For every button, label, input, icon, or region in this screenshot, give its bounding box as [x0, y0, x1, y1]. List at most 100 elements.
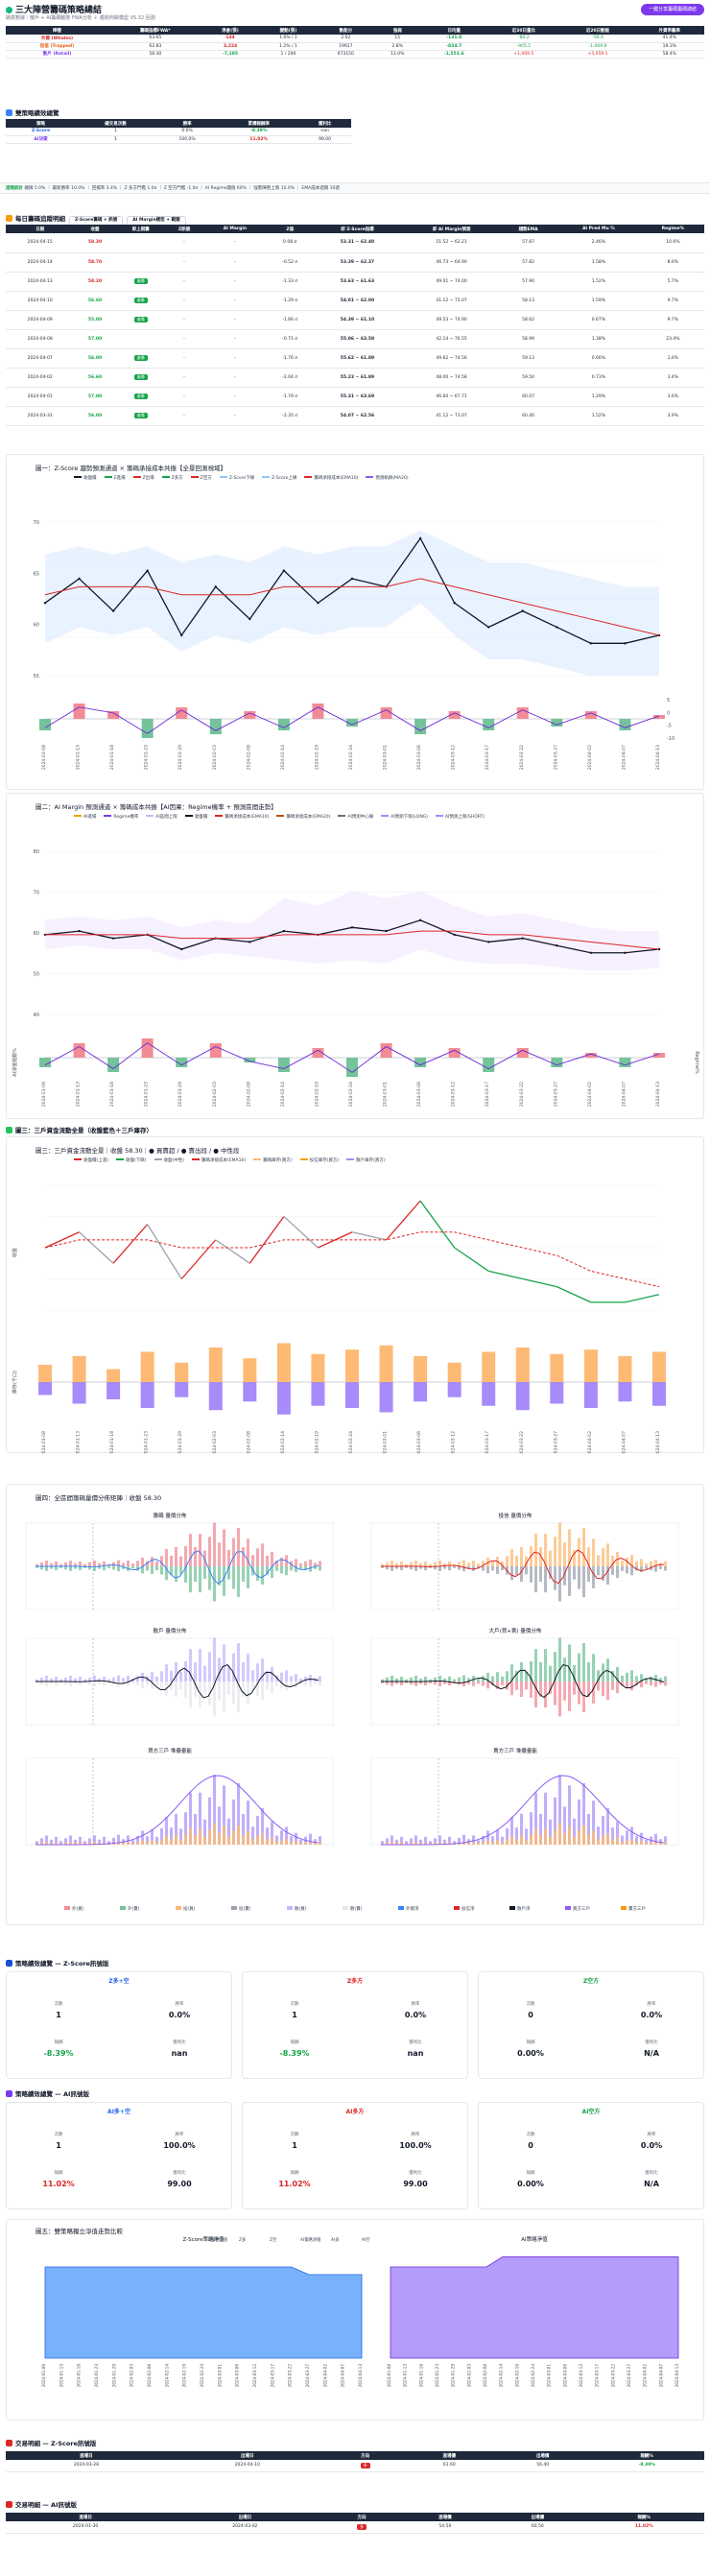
- chart5-xtick: 2024-01-23: [94, 2364, 99, 2388]
- summary-header-8: 近20日動能: [560, 26, 635, 35]
- chart2-xtick: 2024-02-19: [314, 1082, 320, 1107]
- chart4-panel-title: 買方三戶 堆疊量能: [148, 1747, 192, 1754]
- chart4-bar: [55, 1561, 58, 1566]
- chart4-bar: [386, 1842, 389, 1845]
- daily-cell-3: -: [165, 368, 203, 388]
- chart1-legend-item: Z多方: [161, 475, 183, 481]
- chart4-net-line: [35, 1775, 320, 1846]
- chart4-bar: [103, 1566, 106, 1571]
- chart4-bar: [155, 1836, 158, 1845]
- chart4-bar: [50, 1566, 53, 1569]
- chart4-bar: [424, 1842, 427, 1845]
- trades-ai-header-2: 方向: [324, 2513, 399, 2521]
- chart4-bar: [544, 1534, 547, 1566]
- chart5-xtick: 2024-01-08: [41, 2364, 46, 2388]
- daily-row: 2024-04-10 56.60 進場 - - -1.29 σ 54.01 ~ 62.00 4…: [6, 291, 704, 311]
- chart4-bar: [558, 1775, 561, 1845]
- chart4-bar: [251, 1670, 254, 1682]
- chart4-bar: [386, 1566, 389, 1570]
- zcards-title: 策略績效總覽 — Z-Score訊號版: [6, 1958, 108, 1968]
- chart4-bar: [515, 1555, 518, 1566]
- chart4-net-line: [35, 1550, 320, 1585]
- chart3-xtick: 2024-02-24: [348, 1431, 354, 1454]
- chart4-bar: [602, 1548, 604, 1566]
- chart3-bar-pos: [482, 1351, 496, 1382]
- chart4-bar: [515, 1827, 518, 1845]
- chart1-legend-item: Z-Score下緣: [219, 475, 254, 481]
- daily-header-2: 即上期籌: [115, 225, 166, 233]
- share-button[interactable]: 一鍵分享籌碼籌碼總結: [640, 4, 704, 15]
- daily-cell-8: 57.87: [501, 233, 556, 253]
- chart1-point: [589, 642, 593, 645]
- chart4-bar: [390, 1676, 393, 1682]
- chart4-bar: [136, 1682, 139, 1686]
- daily-cell-5: -0.71 σ: [267, 329, 313, 349]
- chart4-bar: [285, 1566, 288, 1576]
- trades-z-header-3: 進場價: [402, 2451, 496, 2460]
- daily-row: 2024-04-07 56.00 進場 - - -1.76 σ 55.62 ~ 61.89 4…: [6, 348, 704, 369]
- chart5-xtick: 2024-04-13: [358, 2364, 363, 2388]
- chart3-bar-pos: [583, 1349, 598, 1382]
- chart3-legend-swatch: [253, 1158, 262, 1160]
- chart4-bar: [429, 1563, 432, 1566]
- chart2-bar: [107, 1058, 120, 1072]
- chart4-bar: [544, 1828, 547, 1845]
- chart4-bar: [434, 1682, 437, 1685]
- daily-header-6: 即 Z-Score指標: [312, 225, 403, 233]
- chart4-bar: [486, 1830, 489, 1845]
- chart4-bar: [664, 1836, 667, 1845]
- chart4-bar: [69, 1676, 72, 1682]
- chart4-bar: [496, 1829, 499, 1845]
- chart2-ytick: 80: [34, 849, 39, 855]
- chart4-bar: [242, 1566, 245, 1582]
- ai-metric-label: 報酬: [526, 2171, 535, 2176]
- chart3-xtick: 2024-04-07: [621, 1431, 627, 1454]
- chart4-bar: [640, 1674, 643, 1682]
- chart4-bar: [544, 1792, 547, 1845]
- chart5-xtick: 2024-03-27: [627, 2364, 631, 2388]
- ai-metric-label: 勝率: [175, 2133, 184, 2137]
- chart4-bar: [299, 1843, 302, 1845]
- chart5-xtick: 2024-03-01: [217, 2364, 222, 2388]
- chart3-bar-pos: [175, 1362, 189, 1382]
- chart2-legend-item: 籌碼承接成本(EMA10): [215, 814, 269, 820]
- daily-cell-9: 2.46%: [556, 233, 642, 253]
- chart4-legend-label: 散戶淨: [517, 1905, 531, 1912]
- chart4-bar: [251, 1839, 254, 1845]
- trade-icon: [6, 2440, 12, 2446]
- chart4-bar: [645, 1839, 648, 1845]
- chart1-ytick: 65: [34, 571, 39, 577]
- chart4-bar: [424, 1682, 427, 1686]
- chart3-bar-pos: [345, 1349, 359, 1382]
- chart4-bar: [568, 1566, 571, 1596]
- chart4-bar: [36, 1682, 38, 1683]
- chart4-bar: [232, 1830, 235, 1845]
- chart4-bar: [467, 1682, 470, 1684]
- chart4-bar: [40, 1566, 43, 1570]
- chart3-bar-pos: [447, 1362, 462, 1382]
- chart4-bar: [635, 1842, 638, 1845]
- chart1-bar: [551, 719, 563, 727]
- chart4-bar: [304, 1566, 307, 1571]
- chart1-legend-swatch: [104, 476, 112, 478]
- chart4-bar: [165, 1836, 168, 1845]
- chart4-bar: [654, 1682, 657, 1687]
- chart4-bar: [381, 1679, 384, 1682]
- chart4-bar: [592, 1801, 595, 1845]
- daily-cell-9: 1.59%: [556, 291, 642, 311]
- chart1-momentum-line: [44, 706, 660, 734]
- chart5-xtick: 2024-01-08: [387, 2364, 391, 2388]
- daily-cell-3: -: [165, 329, 203, 349]
- chart-icon: [6, 1960, 12, 1967]
- chart1-xtick: 2024-02-03: [212, 745, 218, 770]
- chart4-bar: [501, 1682, 504, 1686]
- chart4-bar: [630, 1566, 633, 1576]
- chart4-bar: [568, 1825, 571, 1845]
- chart4-bar: [275, 1561, 278, 1566]
- chart4-bar: [141, 1830, 144, 1845]
- chart4-bar: [45, 1676, 48, 1682]
- chart4-bar: [410, 1562, 413, 1566]
- chart3-legend-label: 收盤(中性): [163, 1158, 185, 1163]
- chart2-legend-swatch: [74, 815, 82, 817]
- chart4-bar: [151, 1672, 154, 1682]
